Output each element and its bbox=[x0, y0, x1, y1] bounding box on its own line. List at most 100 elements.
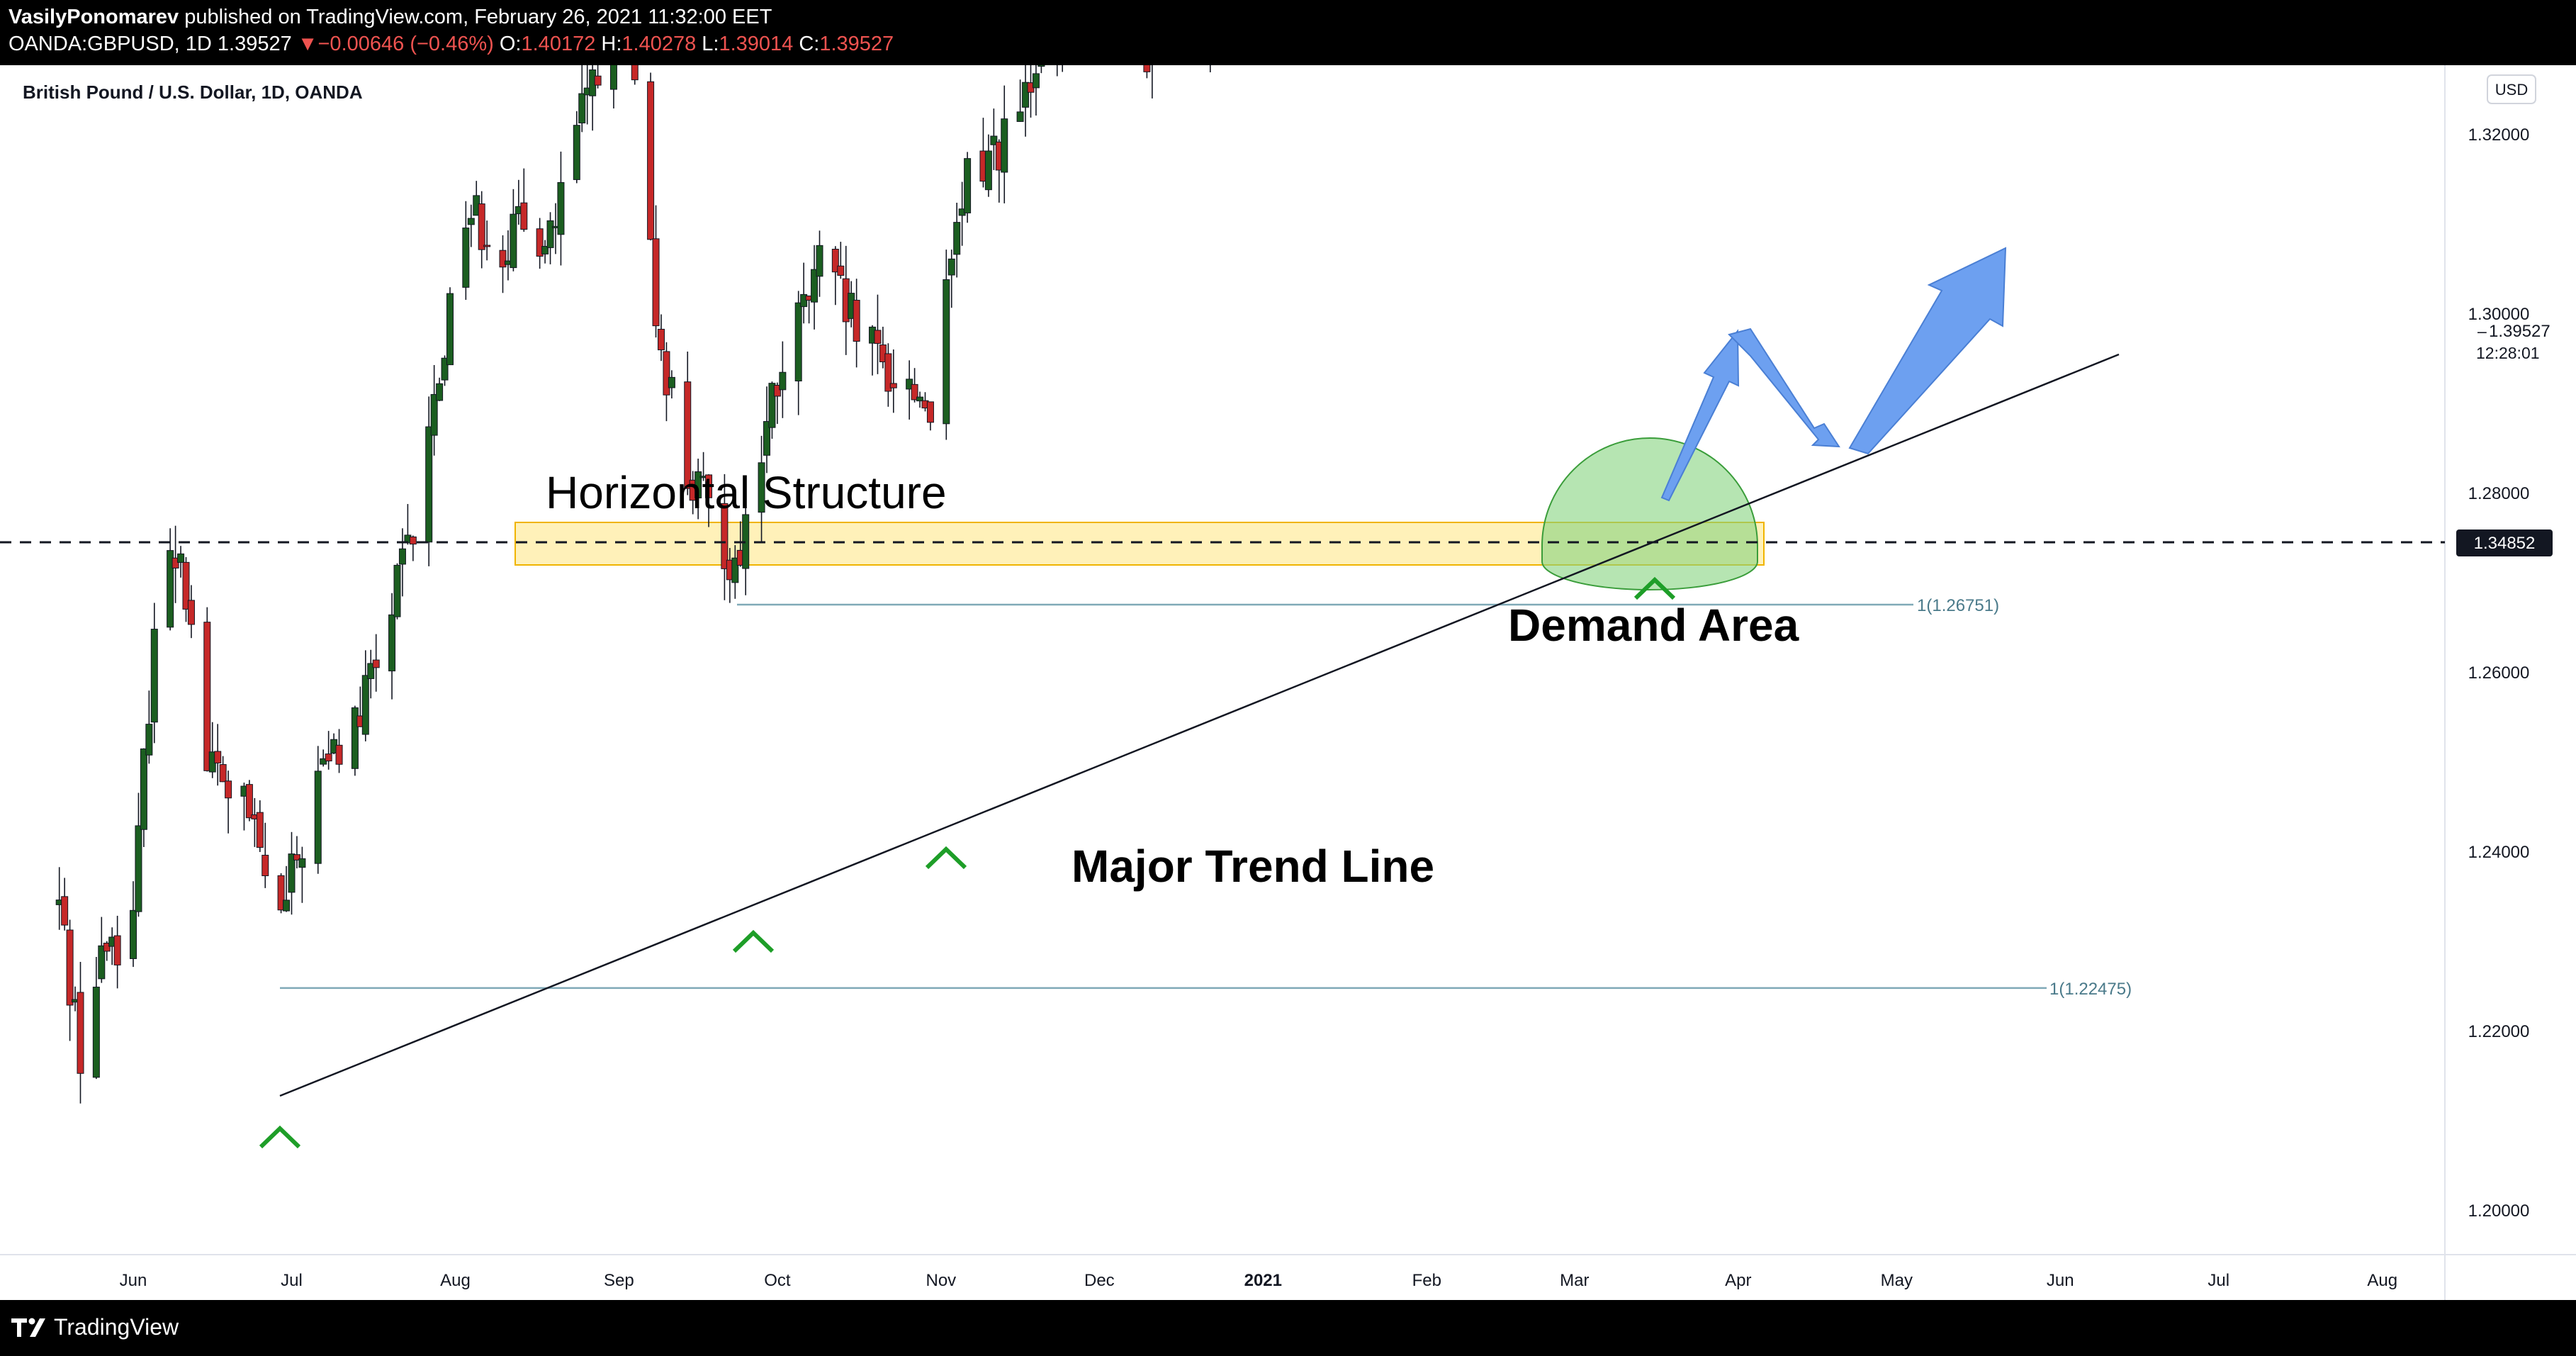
candle bbox=[926, 401, 934, 431]
check-mark-sep bbox=[732, 929, 775, 953]
candle bbox=[773, 382, 781, 425]
close-value: 1.39527 bbox=[819, 33, 894, 55]
candle bbox=[367, 649, 375, 699]
candle bbox=[943, 250, 950, 440]
publication-header: VasilyPonomarev published on TradingView… bbox=[0, 0, 2576, 65]
crosshair-price-label: 1.34852 bbox=[2474, 534, 2536, 553]
candle bbox=[668, 370, 675, 399]
candle bbox=[557, 151, 565, 266]
quote-line: OANDA:GBPUSD, 1D 1.39527 ▼−0.00646 (−0.4… bbox=[9, 33, 894, 56]
publisher-info: published on TradingView.com, February 2… bbox=[179, 6, 772, 28]
candle bbox=[467, 204, 475, 247]
candle bbox=[984, 134, 992, 197]
candle bbox=[219, 756, 227, 783]
candle bbox=[98, 917, 106, 983]
candle bbox=[758, 435, 765, 544]
candle bbox=[520, 168, 528, 232]
x-tick-label: Jul bbox=[2207, 1271, 2229, 1290]
x-tick-label: Apr bbox=[1725, 1271, 1751, 1290]
candle bbox=[478, 191, 485, 269]
last-price-marker: – bbox=[2477, 322, 2487, 340]
x-tick-label: May bbox=[1881, 1271, 1913, 1290]
candle bbox=[140, 748, 147, 847]
x-tick-label: Mar bbox=[1560, 1271, 1589, 1290]
x-tick-label: Feb bbox=[1412, 1271, 1441, 1290]
tradingview-logo-icon[interactable] bbox=[10, 1313, 50, 1341]
candle bbox=[536, 218, 544, 269]
y-tick-label: 1.32000 bbox=[2468, 125, 2530, 145]
candle bbox=[135, 792, 142, 917]
candle bbox=[351, 705, 359, 776]
candle bbox=[1143, 27, 1151, 79]
candle bbox=[293, 836, 300, 869]
candle bbox=[462, 201, 470, 301]
candle bbox=[578, 58, 586, 133]
candle bbox=[393, 563, 401, 620]
x-tick-label: Oct bbox=[764, 1271, 791, 1290]
candle bbox=[409, 535, 417, 561]
candle bbox=[594, 53, 602, 89]
annotation-horizontal-structure: Horizontal Structure bbox=[546, 467, 947, 518]
candle bbox=[721, 474, 729, 600]
candle bbox=[731, 545, 739, 599]
tradingview-brand[interactable]: TradingView bbox=[54, 1314, 179, 1340]
candle bbox=[1037, 23, 1045, 74]
candle bbox=[510, 189, 517, 271]
low-label: L: bbox=[702, 33, 719, 55]
x-tick-label: Aug bbox=[440, 1271, 471, 1290]
last-price: 1.39527 bbox=[217, 33, 292, 55]
candle bbox=[261, 822, 269, 888]
publisher-name[interactable]: VasilyPonomarev bbox=[9, 6, 179, 28]
candle bbox=[483, 220, 491, 261]
candle bbox=[794, 291, 802, 415]
check-mark-jul bbox=[259, 1125, 301, 1149]
y-tick-label: 1.28000 bbox=[2468, 484, 2530, 503]
chart-area[interactable]: British Pound / U.S. Dollar, 1D, OANDA U… bbox=[0, 0, 2576, 1300]
x-tick-label: Aug bbox=[2367, 1271, 2397, 1290]
major-trend-line bbox=[279, 353, 2120, 1097]
candle bbox=[1206, 1, 1214, 72]
arrow-down bbox=[1728, 327, 1840, 448]
candle bbox=[130, 881, 137, 968]
candle bbox=[113, 915, 121, 989]
check-mark-mar bbox=[1633, 576, 1676, 600]
y-tick-label: 1.24000 bbox=[2468, 843, 2530, 862]
candle bbox=[1001, 85, 1008, 203]
candle bbox=[277, 873, 285, 914]
candle bbox=[779, 341, 787, 418]
crosshair-price-badge: 1.34852 bbox=[2456, 529, 2553, 556]
y-tick-label: 1.26000 bbox=[2468, 663, 2530, 683]
candle bbox=[388, 593, 396, 700]
candle bbox=[1059, 0, 1067, 72]
fib-label-1b: 1(1.22475) bbox=[2049, 980, 2132, 999]
candle bbox=[916, 391, 924, 408]
publisher-line: VasilyPonomarev published on TradingView… bbox=[9, 6, 772, 29]
candle bbox=[66, 919, 74, 1041]
candle bbox=[150, 603, 158, 744]
candle bbox=[684, 351, 692, 495]
candle bbox=[314, 746, 322, 874]
candle bbox=[663, 342, 670, 422]
candle bbox=[171, 525, 179, 603]
open-label: O: bbox=[499, 33, 522, 55]
candle bbox=[430, 364, 438, 456]
candle bbox=[874, 294, 882, 374]
annotation-demand-area: Demand Area bbox=[1508, 600, 1799, 651]
candle bbox=[647, 72, 655, 241]
candle bbox=[446, 287, 454, 366]
candle bbox=[652, 205, 660, 338]
candle bbox=[990, 108, 998, 170]
chart-canvas[interactable]: British Pound / U.S. Dollar, 1D, OANDA U… bbox=[0, 0, 2576, 1300]
y-tick-label: 1.22000 bbox=[2468, 1022, 2530, 1041]
candlestick-series bbox=[55, 0, 1227, 1104]
candle bbox=[884, 343, 892, 407]
candle bbox=[1053, 0, 1061, 77]
candle bbox=[631, 18, 639, 85]
y-tick-label: 1.30000 bbox=[2468, 305, 2530, 324]
candle bbox=[889, 349, 897, 413]
candle bbox=[1027, 61, 1035, 118]
candle bbox=[768, 381, 776, 439]
currency-badge[interactable]: USD bbox=[2487, 74, 2536, 104]
last-price-axis-label: 1.39527 bbox=[2489, 322, 2550, 341]
chart-title: British Pound / U.S. Dollar, 1D, OANDA bbox=[23, 82, 363, 103]
